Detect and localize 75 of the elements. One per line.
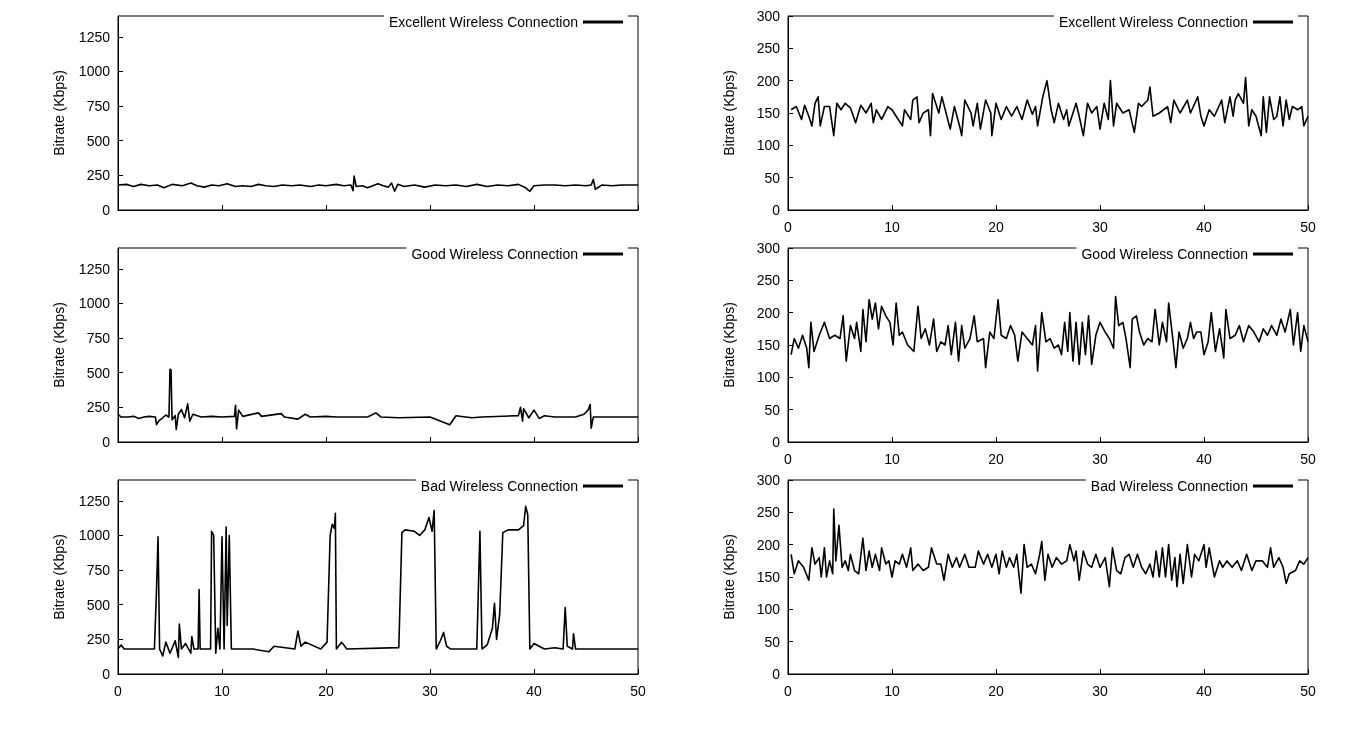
legend-label: Good Wireless Connection — [1081, 246, 1248, 262]
legend-label: Excellent Wireless Connection — [388, 14, 578, 30]
y-tick-label: 200 — [756, 72, 781, 89]
x-tick-label: 0 — [114, 683, 123, 699]
x-tick-label: 10 — [884, 451, 900, 467]
x-tick-label: 40 — [1196, 219, 1212, 235]
y-tick-label: 1250 — [78, 28, 111, 45]
y-tick-label: 150 — [756, 569, 781, 585]
x-tick-label: 10 — [214, 683, 230, 699]
y-tick-label: 250 — [756, 40, 781, 57]
x-tick-label: 20 — [988, 451, 1004, 467]
x-tick-label: 40 — [1196, 683, 1212, 699]
y-tick-label: 300 — [756, 240, 781, 256]
x-tick-label: 10 — [884, 219, 900, 235]
y-axis-title: Bitrate (Kbps) — [51, 70, 67, 156]
y-tick-label: 0 — [772, 666, 781, 682]
y-tick-label: 1000 — [78, 527, 111, 544]
legend-label: Good Wireless Connection — [411, 246, 578, 262]
y-tick-label: 50 — [764, 169, 781, 186]
y-tick-label: 0 — [102, 666, 111, 682]
y-axis-title: Bitrate (Kbps) — [51, 534, 67, 620]
y-tick-label: 250 — [86, 399, 111, 416]
x-tick-label: 0 — [784, 451, 793, 467]
x-tick-label: 30 — [422, 683, 438, 699]
y-tick-label: 200 — [756, 304, 781, 321]
y-tick-label: 250 — [756, 272, 781, 289]
y-tick-label: 0 — [102, 202, 111, 218]
x-tick-label: 20 — [988, 219, 1004, 235]
y-tick-label: 250 — [86, 631, 111, 648]
y-tick-label: 1000 — [78, 295, 111, 312]
y-tick-label: 500 — [86, 596, 111, 613]
y-tick-label: 300 — [756, 472, 781, 488]
x-tick-label: 40 — [1196, 451, 1212, 467]
y-tick-label: 50 — [764, 633, 781, 650]
y-tick-label: 0 — [772, 202, 781, 218]
x-tick-label: 30 — [1092, 451, 1108, 467]
y-tick-label: 100 — [756, 369, 781, 386]
y-axis-title: Bitrate (Kbps) — [721, 534, 737, 620]
y-axis-title: Bitrate (Kbps) — [51, 302, 67, 388]
y-axis-title: Bitrate (Kbps) — [721, 302, 737, 388]
x-tick-label: 0 — [784, 219, 793, 235]
y-tick-label: 150 — [756, 105, 781, 121]
x-tick-label: 30 — [1092, 683, 1108, 699]
x-tick-label: 20 — [318, 683, 334, 699]
y-tick-label: 100 — [756, 137, 781, 154]
y-tick-label: 300 — [756, 8, 781, 24]
y-tick-label: 750 — [86, 98, 111, 115]
legend-label: Excellent Wireless Connection — [1058, 14, 1248, 30]
y-tick-label: 1250 — [78, 260, 111, 277]
y-tick-label: 500 — [86, 132, 111, 149]
y-axis-title: Bitrate (Kbps) — [721, 70, 737, 156]
y-tick-label: 250 — [86, 167, 111, 184]
y-tick-label: 100 — [756, 601, 781, 618]
x-tick-label: 0 — [784, 683, 793, 699]
y-tick-label: 1250 — [78, 492, 111, 509]
y-tick-label: 50 — [764, 401, 781, 418]
x-tick-label: 50 — [1300, 683, 1316, 699]
y-tick-label: 200 — [756, 536, 781, 553]
x-tick-label: 50 — [1300, 451, 1316, 467]
x-tick-label: 20 — [988, 683, 1004, 699]
y-tick-label: 750 — [86, 562, 111, 579]
y-tick-label: 0 — [102, 434, 111, 450]
x-tick-label: 10 — [884, 683, 900, 699]
y-tick-label: 1000 — [78, 63, 111, 80]
x-tick-label: 40 — [526, 683, 542, 699]
legend-label: Bad Wireless Connection — [1090, 478, 1248, 494]
y-tick-label: 750 — [86, 330, 111, 347]
y-tick-label: 0 — [772, 434, 781, 450]
x-tick-label: 50 — [630, 683, 646, 699]
y-tick-label: 250 — [756, 504, 781, 521]
y-tick-label: 150 — [756, 337, 781, 353]
x-tick-label: 50 — [1300, 219, 1316, 235]
x-tick-label: 30 — [1092, 219, 1108, 235]
y-tick-label: 500 — [86, 364, 111, 381]
legend-label: Bad Wireless Connection — [420, 478, 578, 494]
